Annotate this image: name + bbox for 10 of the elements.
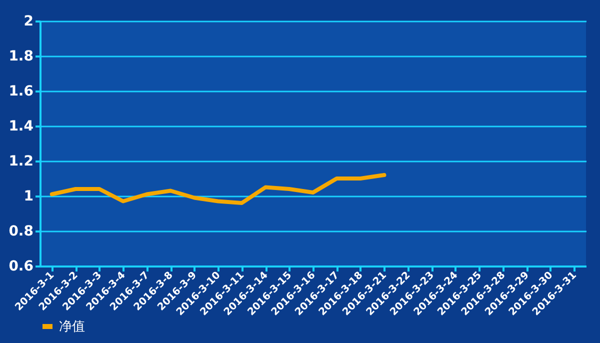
legend-label: 净值	[59, 320, 85, 334]
y-tick-label: 0.8	[8, 224, 34, 240]
y-tick-label: 1.8	[8, 48, 34, 64]
y-tick-label: 1.2	[8, 154, 34, 170]
y-tick-label: 1.6	[8, 84, 34, 100]
y-tick-label: 0.6	[8, 258, 34, 274]
y-tick-label: 1.4	[8, 118, 34, 134]
line-series	[50, 173, 386, 205]
y-tick-label: 1	[24, 188, 34, 204]
y-tick-label: 2	[24, 14, 34, 30]
